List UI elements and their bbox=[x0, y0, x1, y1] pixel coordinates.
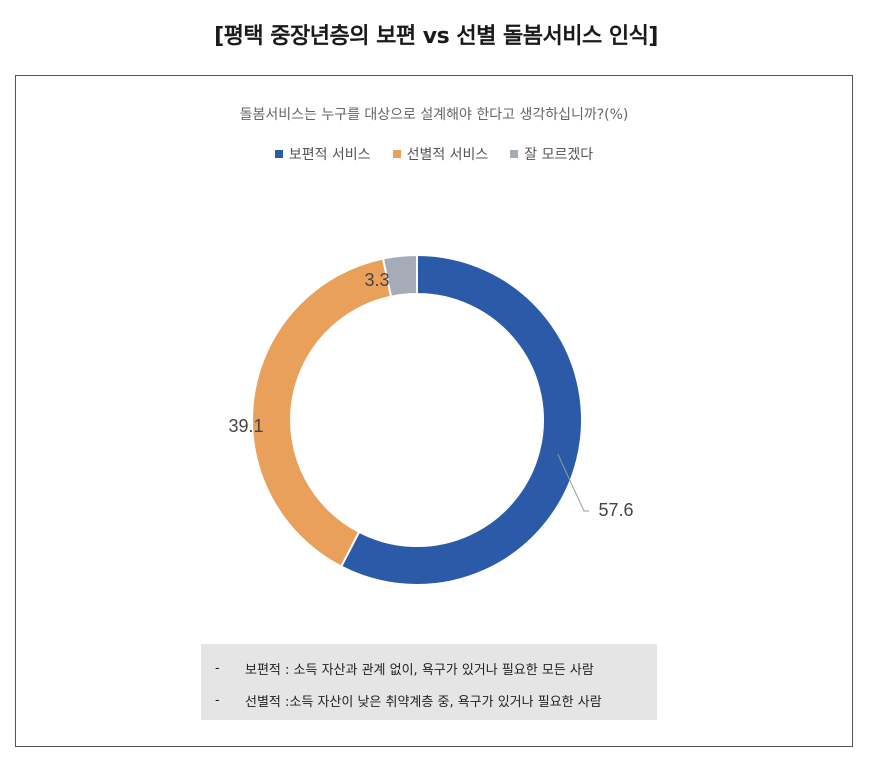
slice-selective bbox=[251, 257, 393, 568]
legend-swatch-unknown bbox=[510, 150, 519, 158]
slice-unknown bbox=[381, 253, 418, 298]
note-row-selective: - 선별적 :소득 자산이 낮은 취약계층 중, 욕구가 있거나 필요한 사람 bbox=[215, 684, 657, 716]
legend-label-unknown: 잘 모르겠다 bbox=[524, 147, 594, 163]
data-label-universal: 57.6 bbox=[598, 500, 633, 520]
legend-swatch-selective bbox=[392, 150, 401, 158]
legend-swatch-universal bbox=[274, 150, 283, 158]
legend-item-unknown: 잘 모르겠다 bbox=[510, 144, 593, 164]
chart-legend: 보편적 서비스 선별적 서비스 잘 모르겠다 bbox=[16, 144, 852, 164]
page-title: [평택 중장년층의 보편 vs 선별 돌봄서비스 인식] bbox=[214, 24, 658, 49]
note-text-universal: 보편적 : 소득 자산과 관계 없이, 욕구가 있거나 필요한 모든 사람 bbox=[245, 662, 594, 678]
legend-label-selective: 선별적 서비스 bbox=[406, 147, 489, 163]
definition-notes: - 보편적 : 소득 자산과 관계 없이, 욕구가 있거나 필요한 모든 사람 … bbox=[201, 644, 657, 720]
note-text-selective: 선별적 :소득 자산이 낮은 취약계층 중, 욕구가 있거나 필요한 사람 bbox=[245, 694, 602, 710]
note-row-universal: - 보편적 : 소득 자산과 관계 없이, 욕구가 있거나 필요한 모든 사람 bbox=[215, 652, 657, 684]
donut-chart: 57.6 39.1 3.3 bbox=[228, 253, 634, 586]
data-label-unknown: 3.3 bbox=[364, 270, 389, 290]
chart-frame: 돌봄서비스는 누구를 대상으로 설계해야 한다고 생각하십니까?(%) 보편적 … bbox=[15, 75, 853, 747]
data-label-selective: 39.1 bbox=[228, 416, 263, 436]
chart-subtitle: 돌봄서비스는 누구를 대상으로 설계해야 한다고 생각하십니까?(%) bbox=[239, 107, 629, 123]
slice-universal bbox=[339, 253, 583, 586]
note-dash: - bbox=[215, 692, 220, 708]
legend-item-selective: 선별적 서비스 bbox=[392, 144, 489, 164]
note-dash: - bbox=[215, 660, 220, 676]
legend-label-universal: 보편적 서비스 bbox=[288, 147, 371, 163]
legend-item-universal: 보편적 서비스 bbox=[274, 144, 371, 164]
leader-line bbox=[557, 454, 589, 512]
